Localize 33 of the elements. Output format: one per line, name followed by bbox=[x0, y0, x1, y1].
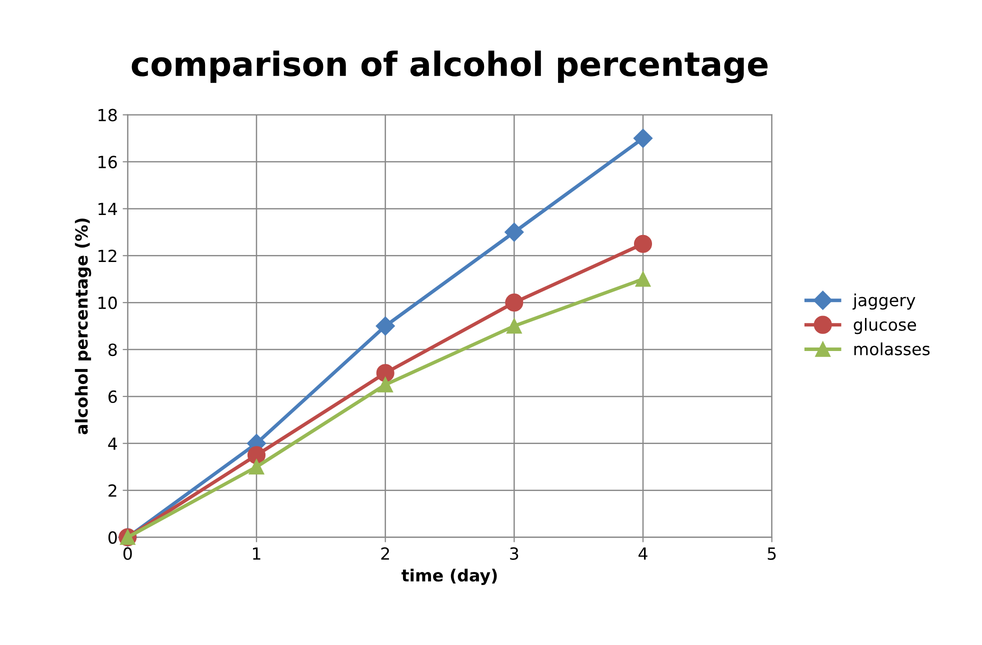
x-tick-label: 5 bbox=[768, 548, 776, 560]
point bbox=[633, 128, 653, 148]
point bbox=[504, 222, 524, 242]
y-tick-label: 16 bbox=[98, 156, 117, 168]
y-tick-label: 18 bbox=[98, 108, 117, 122]
point bbox=[248, 459, 264, 475]
point bbox=[506, 318, 522, 334]
legend-label: molasses bbox=[854, 342, 930, 356]
legend-label: glucose bbox=[854, 318, 916, 334]
y-tick-label: 0 bbox=[108, 531, 117, 544]
point bbox=[247, 446, 266, 464]
point bbox=[376, 364, 394, 382]
y-axis-title: alcohol percentage (%) bbox=[74, 218, 92, 434]
chart-title: comparison of alcohol percentage bbox=[132, 50, 768, 84]
point bbox=[378, 377, 393, 392]
y-tick-label: 2 bbox=[108, 484, 116, 497]
y-tick-label: 6 bbox=[108, 390, 117, 404]
point bbox=[634, 234, 652, 253]
point bbox=[505, 294, 524, 312]
y-tick-label: 14 bbox=[98, 202, 118, 216]
point bbox=[376, 316, 395, 336]
x-tick-label: 3 bbox=[510, 547, 518, 560]
x-tick-label: 4 bbox=[638, 548, 648, 560]
x-axis-title: time (day) bbox=[402, 568, 497, 585]
y-tick-label: 4 bbox=[108, 438, 118, 450]
y-tick-label: 10 bbox=[98, 296, 117, 310]
point bbox=[635, 271, 651, 287]
x-tick-label: 1 bbox=[253, 548, 260, 560]
y-tick-label: 8 bbox=[108, 343, 117, 356]
y-tick-label: 12 bbox=[98, 250, 116, 262]
legend-label: jaggery bbox=[852, 294, 916, 310]
x-tick-label: 2 bbox=[381, 547, 389, 560]
x-tick-label: 0 bbox=[123, 547, 132, 560]
